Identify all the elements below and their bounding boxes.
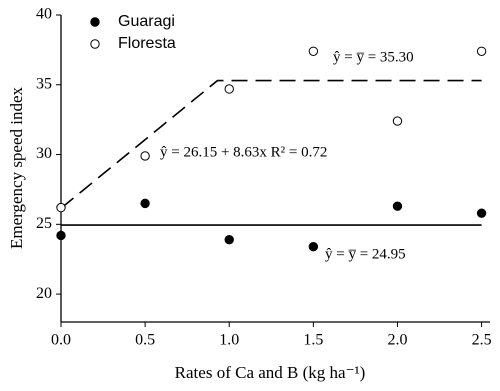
- x-tick-label: 0.0: [51, 332, 71, 349]
- fit-line: [60, 79, 482, 209]
- legend-label: Floresta: [118, 35, 176, 52]
- x-axis-title: Rates of Ca and B (kg ha⁻¹): [175, 363, 366, 382]
- y-tick-label: 40: [36, 6, 52, 23]
- data-point: [476, 46, 487, 56]
- annotation: ŷ = y̅ = 24.95: [325, 246, 406, 262]
- data-point: [224, 234, 234, 245]
- data-point: [392, 116, 403, 126]
- y-axis-title: Emergency speed index: [7, 86, 26, 249]
- data-point: [56, 202, 66, 213]
- x-tick-label: 0.5: [135, 332, 155, 349]
- data-point: [308, 241, 319, 252]
- data-point: [140, 151, 150, 161]
- data-point: [392, 201, 403, 211]
- x-tick-label: 2.0: [387, 332, 407, 349]
- annotation: ŷ = y̅ = 35.30: [333, 49, 414, 65]
- y-tick-label: 20: [36, 285, 52, 302]
- data-point: [476, 208, 487, 218]
- y-tick-label: 25: [36, 215, 52, 232]
- data-point: [224, 84, 234, 94]
- x-tick-label: 1.5: [303, 332, 323, 349]
- data-point: [308, 46, 319, 56]
- legend-marker: [90, 17, 100, 27]
- legend-label: Guaragi: [118, 13, 175, 30]
- x-tick-label: 1.0: [219, 332, 239, 349]
- x-tick-label: 2.5: [472, 332, 492, 349]
- data-point: [140, 198, 150, 209]
- data-point: [56, 230, 66, 241]
- y-tick-label: 30: [36, 145, 52, 162]
- annotation: ŷ = 26.15 + 8.63x R² = 0.72: [160, 144, 327, 160]
- legend-marker: [90, 39, 100, 49]
- y-tick-label: 35: [36, 75, 52, 92]
